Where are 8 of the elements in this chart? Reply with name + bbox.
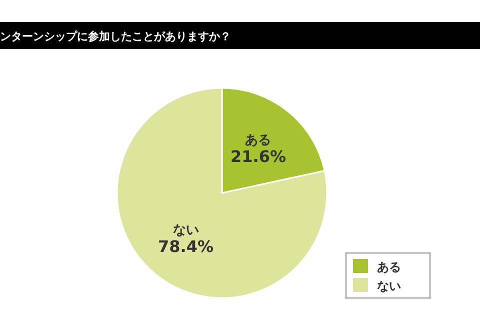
legend-label: ない bbox=[377, 279, 401, 293]
legend-label: ある bbox=[377, 260, 401, 274]
chart-title: ンターンシップに参加したことがありますか？ bbox=[0, 30, 231, 43]
slice-label: ある bbox=[245, 133, 272, 148]
slice-label: ない bbox=[172, 222, 199, 238]
pie-slice bbox=[116, 87, 328, 299]
data-label: 78.4% bbox=[158, 236, 214, 256]
data-label: 21.6% bbox=[230, 147, 286, 166]
